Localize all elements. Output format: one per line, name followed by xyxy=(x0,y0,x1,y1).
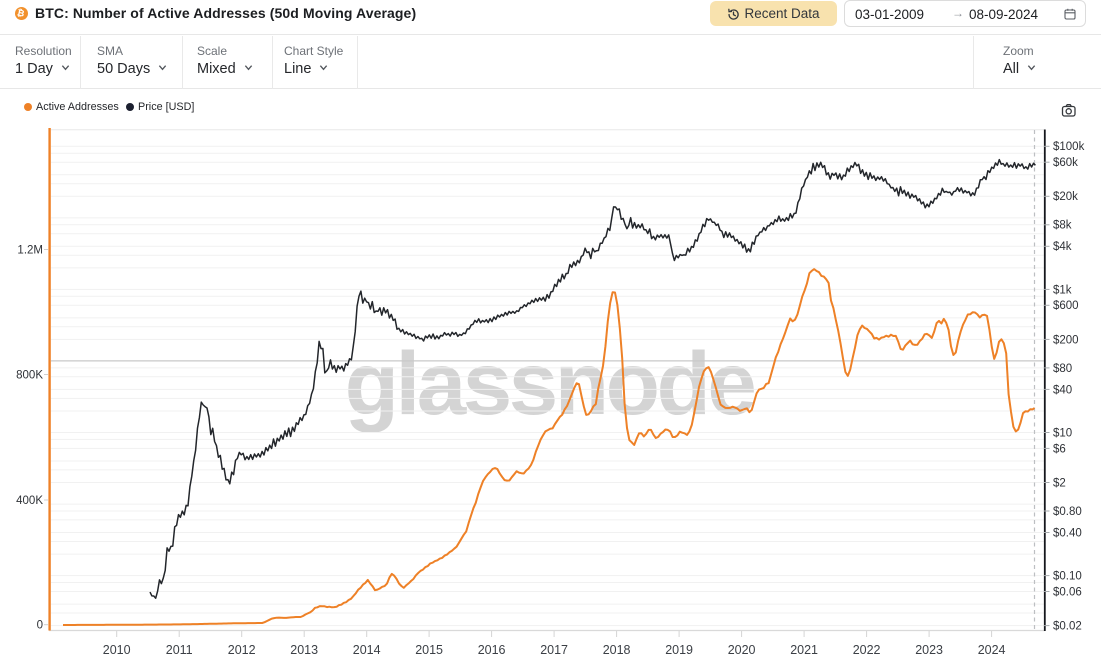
svg-text:$100k: $100k xyxy=(1053,141,1085,153)
svg-text:2016: 2016 xyxy=(478,643,506,657)
svg-text:glassnode: glassnode xyxy=(345,333,755,433)
svg-text:2011: 2011 xyxy=(166,643,193,657)
svg-text:2014: 2014 xyxy=(353,643,381,657)
svg-text:$80: $80 xyxy=(1053,363,1072,375)
svg-text:$0.40: $0.40 xyxy=(1053,527,1082,539)
svg-text:2022: 2022 xyxy=(853,643,881,657)
svg-text:$0.80: $0.80 xyxy=(1053,506,1082,518)
svg-text:$0.10: $0.10 xyxy=(1053,571,1082,583)
svg-text:800K: 800K xyxy=(16,369,43,381)
svg-text:$40: $40 xyxy=(1053,384,1072,396)
svg-text:2012: 2012 xyxy=(228,643,256,657)
svg-text:$0.02: $0.02 xyxy=(1053,621,1082,633)
svg-text:2023: 2023 xyxy=(915,643,943,657)
svg-text:2020: 2020 xyxy=(728,643,756,657)
svg-text:$2: $2 xyxy=(1053,477,1066,489)
svg-text:2019: 2019 xyxy=(665,643,693,657)
svg-text:$60k: $60k xyxy=(1053,157,1078,169)
svg-text:2017: 2017 xyxy=(540,643,568,657)
svg-text:$20k: $20k xyxy=(1053,191,1078,203)
svg-text:2018: 2018 xyxy=(603,643,631,657)
svg-text:2013: 2013 xyxy=(290,643,318,657)
svg-text:1.2M: 1.2M xyxy=(17,244,43,256)
svg-text:$4k: $4k xyxy=(1053,241,1072,253)
svg-text:400K: 400K xyxy=(16,495,43,507)
svg-text:$6: $6 xyxy=(1053,443,1066,455)
svg-text:2021: 2021 xyxy=(790,643,818,657)
svg-text:$8k: $8k xyxy=(1053,220,1072,232)
svg-text:$600: $600 xyxy=(1053,300,1079,312)
svg-text:$0.06: $0.06 xyxy=(1053,586,1082,598)
svg-text:2024: 2024 xyxy=(978,643,1006,657)
svg-text:2015: 2015 xyxy=(415,643,443,657)
svg-text:0: 0 xyxy=(37,620,43,632)
svg-text:$1k: $1k xyxy=(1053,284,1072,296)
svg-text:$200: $200 xyxy=(1053,334,1079,346)
svg-text:2010: 2010 xyxy=(103,643,131,657)
svg-text:$10: $10 xyxy=(1053,427,1072,439)
